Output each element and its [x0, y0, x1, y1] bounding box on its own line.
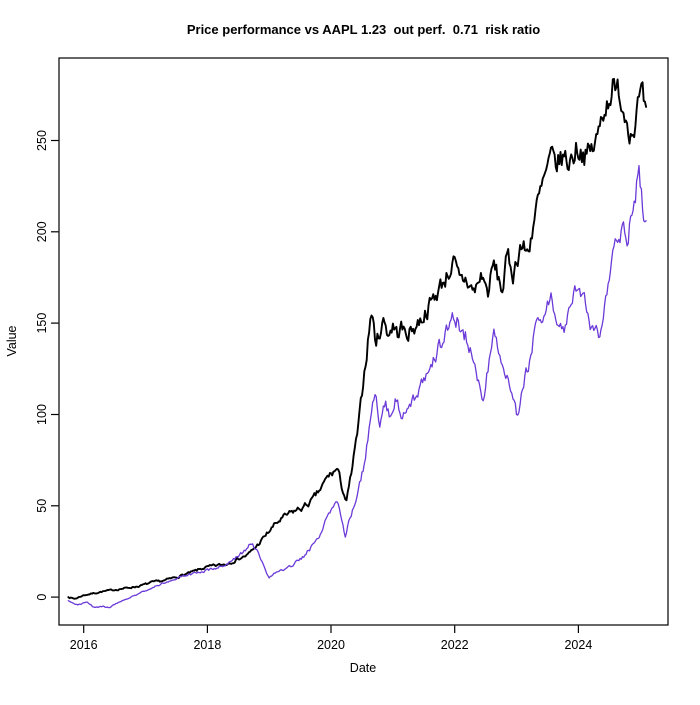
y-tick-label: 50	[35, 499, 49, 513]
y-axis-label: Value	[5, 325, 19, 356]
x-tick-label: 2020	[317, 638, 345, 652]
axis-ticks: 2016 2018 2020 2022 2024 0 50 100 150 200 250	[35, 130, 592, 652]
series-line-price	[67, 77, 648, 600]
y-tick-label: 200	[35, 221, 49, 242]
series-layer	[67, 77, 648, 609]
y-tick-label: 0	[35, 594, 49, 601]
x-axis-label: Date	[350, 661, 376, 675]
y-tick-label: 250	[35, 130, 49, 151]
plot-border	[58, 57, 669, 626]
x-tick-label: 2022	[441, 638, 469, 652]
y-tick-label: 100	[35, 404, 49, 425]
x-tick-label: 2018	[193, 638, 221, 652]
series-line-aapl	[67, 164, 647, 609]
chart-title: Price performance vs AAPL 1.23 out perf.…	[186, 22, 541, 37]
y-tick-label: 150	[35, 313, 49, 334]
x-tick-label: 2024	[564, 638, 592, 652]
x-tick-label: 2016	[70, 638, 98, 652]
